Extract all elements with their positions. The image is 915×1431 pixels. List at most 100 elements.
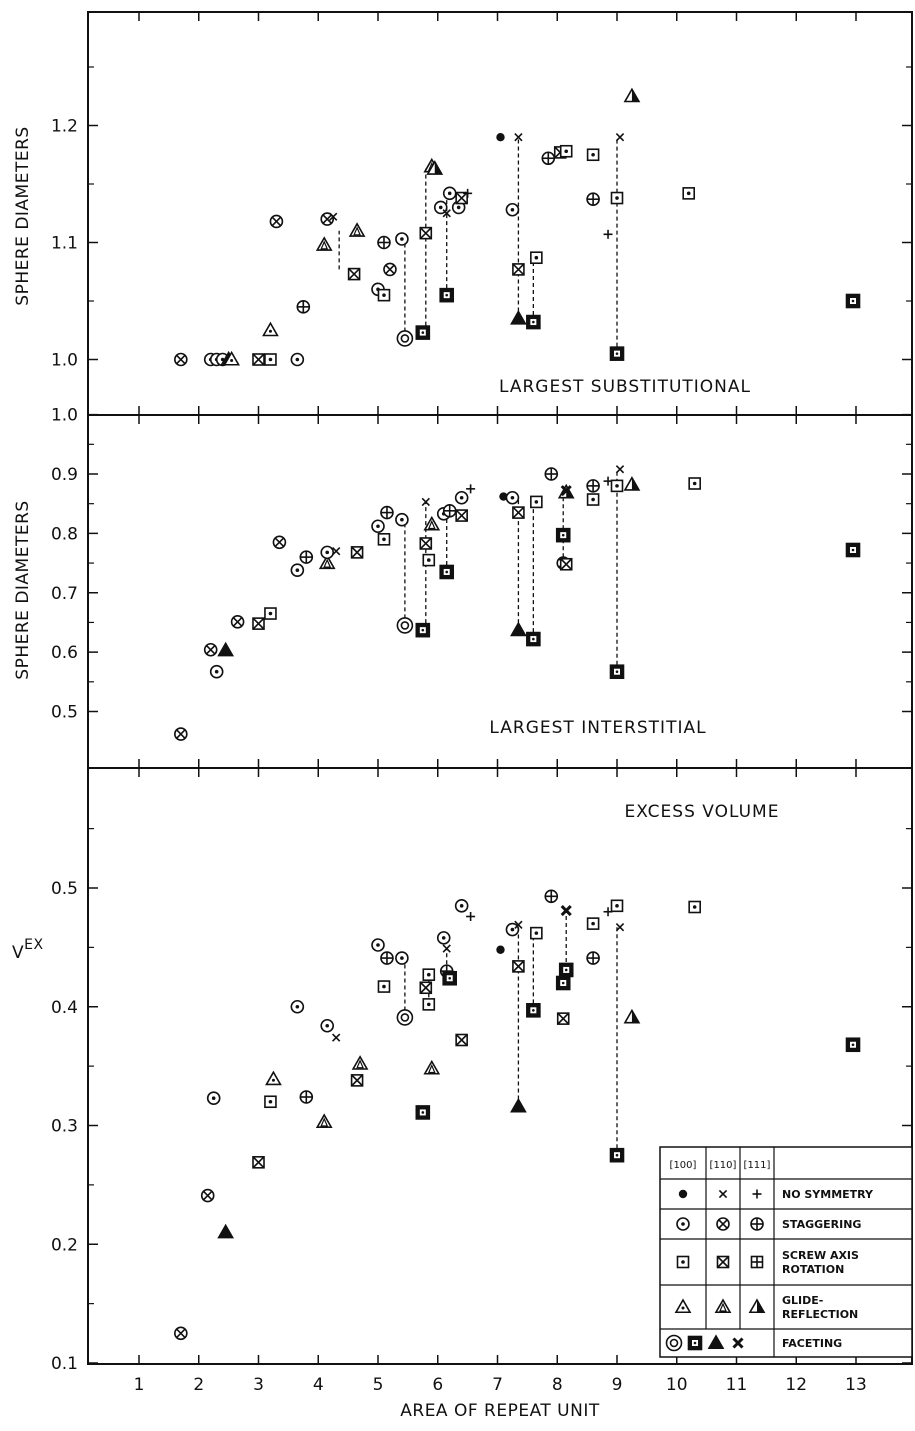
x-tick-label: 2	[193, 1375, 204, 1395]
point-circle-dot	[290, 352, 305, 367]
point-circle-plus	[750, 1217, 764, 1231]
legend-header: [110]	[710, 1160, 737, 1171]
legend-box	[659, 1146, 913, 1358]
point-double-square	[687, 1335, 703, 1351]
point-double-circle	[396, 617, 414, 634]
point-circle-plus	[377, 235, 391, 250]
point-circle-plus	[586, 192, 600, 207]
y-tick-label: 0.2	[51, 1235, 78, 1255]
x-tick-label: 10	[666, 1375, 688, 1395]
legend-label: NO SYMMETRY	[782, 1188, 874, 1201]
point-circle-plus	[586, 951, 600, 965]
point-circle-plus	[544, 467, 559, 481]
point-x	[421, 497, 430, 507]
point-triangle-dot	[223, 350, 240, 366]
point-triangle-half	[426, 160, 444, 175]
y-tick-label: 0.6	[51, 643, 78, 663]
point-triangle-filled	[707, 1334, 725, 1350]
point-square-x	[455, 1033, 468, 1047]
point-circle-plus	[296, 300, 311, 314]
point-x	[442, 209, 451, 218]
point-circle-plus	[299, 550, 314, 564]
y-tick-label: 0.4	[51, 998, 78, 1018]
point-circle-x	[230, 615, 245, 629]
point-square-dot	[377, 533, 391, 546]
point-square-dot	[530, 251, 543, 265]
legend-header: [100]	[670, 1160, 697, 1171]
point-double-square	[609, 664, 625, 680]
point-x	[514, 133, 523, 142]
point-square-x	[455, 509, 468, 522]
point-plus	[603, 229, 613, 239]
y-tick-label: 0.8	[51, 524, 78, 544]
y-tick-label: 0.1	[51, 1354, 78, 1374]
point-square-dot	[422, 553, 436, 567]
point-circle-plus	[299, 1090, 314, 1104]
point-square-dot	[688, 477, 701, 490]
legend-label: GLIDE-	[782, 1294, 823, 1307]
point-triangle-filled	[217, 641, 235, 657]
point-triangle-open	[315, 1113, 333, 1128]
point-plus	[752, 1189, 762, 1199]
point-circle-x	[203, 642, 218, 657]
x-axis-label: AREA OF REPEAT UNIT	[400, 1401, 600, 1421]
point-square-x	[419, 226, 433, 240]
point-x	[332, 547, 341, 556]
point-circle-x	[272, 535, 287, 550]
point-plus	[466, 484, 476, 494]
chart-labels: 1.0 1.1 1.2 SPHERE DIAMETERS LARGEST SUBSTIT…	[12, 117, 867, 1422]
point-square-dot	[676, 1255, 690, 1269]
point-circle-dot	[505, 202, 520, 217]
point-square-dot	[422, 998, 436, 1011]
point-double-square	[439, 287, 455, 303]
y-tick-label: 0.3	[51, 1117, 78, 1137]
point-circle-dot	[454, 490, 469, 505]
point-square-x	[512, 506, 525, 519]
legend-label: REFLECTION	[782, 1308, 858, 1321]
point-square-x	[252, 617, 265, 630]
point-circle-dot	[290, 563, 305, 577]
point-triangle-open	[714, 1298, 732, 1314]
point-circle-plus	[544, 889, 559, 904]
data-points	[174, 87, 861, 1341]
panel-annotation: LARGEST INTERSTITIAL	[489, 718, 706, 738]
point-double-square	[442, 970, 458, 986]
point-plus	[463, 188, 473, 198]
point-square-dot	[688, 900, 701, 914]
point-circle-plus	[380, 951, 394, 965]
point-bold-x	[732, 1337, 744, 1349]
point-square-dot	[377, 980, 391, 993]
point-double-circle	[665, 1334, 683, 1352]
y-axis-label: VEX	[12, 937, 44, 963]
point-x	[514, 920, 523, 929]
point-circle-dot	[442, 186, 457, 201]
point-double-square	[555, 975, 571, 991]
point-square-dot	[586, 148, 600, 162]
point-circle-dot	[436, 931, 451, 945]
point-square-x	[252, 353, 265, 366]
point-square-dot	[610, 899, 624, 913]
x-tick-label: 6	[432, 1375, 443, 1395]
point-square-x	[419, 981, 433, 995]
legend: [100] [110] [111] NO SYMMETRY STAGGERING SCRE…	[659, 1146, 913, 1358]
point-square-x	[347, 267, 361, 281]
point-double-square	[415, 325, 431, 340]
connector-lines	[338, 137, 618, 1156]
legend-label: ROTATION	[782, 1263, 844, 1276]
point-x	[332, 1033, 341, 1042]
point-square-dot	[530, 926, 543, 940]
point-circle-dot	[676, 1217, 690, 1231]
point-square-dot	[610, 479, 624, 493]
point-bold-x	[560, 485, 572, 497]
point-plus	[466, 912, 476, 921]
point-double-square	[845, 293, 861, 309]
point-circle-plus	[541, 151, 556, 166]
point-circle-dot	[206, 1091, 221, 1105]
legend-label: STAGGERING	[782, 1218, 861, 1231]
point-x	[329, 212, 338, 221]
point-triangle-open	[315, 236, 333, 251]
point-triangle-dot	[674, 1298, 692, 1314]
y-tick-label: 1.0	[51, 351, 78, 371]
x-tick-label: 5	[373, 1375, 384, 1395]
point-square-dot	[586, 493, 600, 506]
